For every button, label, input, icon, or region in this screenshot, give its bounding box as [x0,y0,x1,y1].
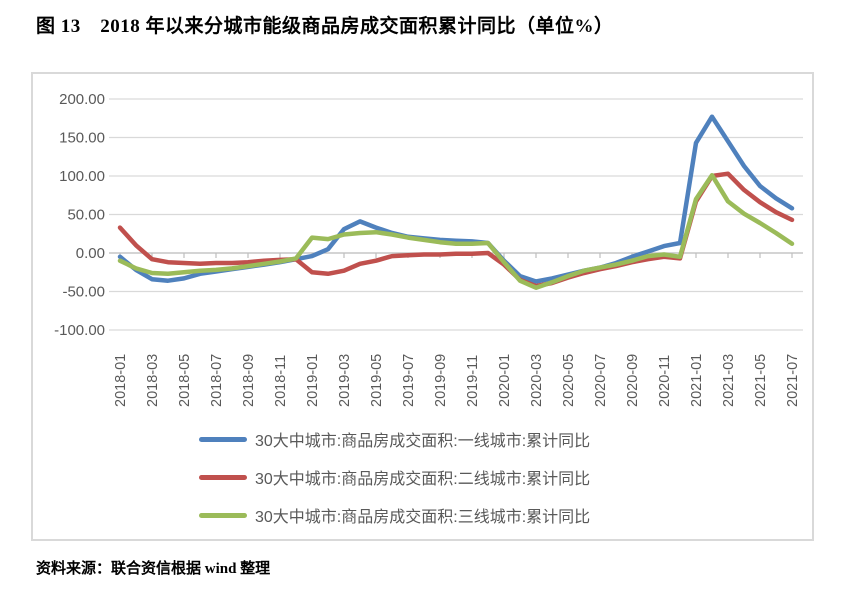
x-axis-tick-label: 2020-11 [657,355,673,407]
legend-line-swatch-third-tier [199,512,247,518]
series-line-first-tier [117,114,795,284]
y-axis-tick-label: 0.00 [76,245,105,262]
legend-label-third-tier: 30大中城市:商品房成交面积:三线城市:累计同比 [255,509,591,526]
x-axis-tick-label: 2019-07 [401,354,417,407]
y-axis-tick-label: 200.00 [59,91,105,108]
chart-area: 200.00 150.00 100.00 50.00 0.00 -50.00 -100.00… [31,72,814,541]
chart-legend: 30大中城市:商品房成交面积:一线城市:累计同比 30大中城市:商品房成交面积:二… [199,427,590,541]
x-axis-tick-label: 2018-11 [273,355,289,407]
y-axis-tick-label: 50.00 [67,207,105,224]
y-axis-tick-label: 150.00 [59,130,105,147]
legend-label-first-tier: 30大中城市:商品房成交面积:一线城市:累计同比 [255,433,591,450]
x-axis-tick-label: 2020-07 [593,354,609,407]
x-axis-tick-label: 2019-03 [337,354,353,407]
x-axis-tick-label: 2019-01 [305,354,321,407]
x-axis-tick-label: 2018-05 [177,354,193,407]
x-axis-tick-label: 2020-01 [497,354,513,407]
legend-item-first-tier: 30大中城市:商品房成交面积:一线城市:累计同比 [199,427,590,451]
x-axis-tick-label: 2019-11 [465,355,481,407]
y-axis-tick-label: 100.00 [59,168,105,185]
y-axis-tick-label: -50.00 [62,284,105,301]
x-axis-tick-label: 2021-01 [689,354,705,407]
series-line-third-tier [117,172,795,290]
source-note: 资料来源：联合资信根据 wind 整理 [36,561,271,577]
x-axis-tick-label: 2019-05 [369,354,385,407]
legend-line-swatch-first-tier [199,436,247,442]
x-axis-tick-label: 2020-09 [625,354,641,407]
x-axis-tick-label: 2020-03 [529,354,545,407]
line-chart: 200.00 150.00 100.00 50.00 0.00 -50.00 -100.00… [54,91,803,407]
legend-label-second-tier: 30大中城市:商品房成交面积:二线城市:累计同比 [255,471,591,488]
legend-line-swatch-second-tier [199,474,247,480]
x-axis-tick-label: 2020-05 [561,354,577,407]
x-axis-tick-label: 2021-07 [785,354,801,407]
y-axis-tick-label: -100.00 [54,322,105,339]
x-axis-tick-label: 2021-03 [721,354,737,407]
x-axis-tick-label: 2018-07 [209,354,225,407]
figure-title: 图 13 2018 年以来分城市能级商品房成交面积累计同比（单位%） [36,16,614,37]
legend-item-third-tier: 30大中城市:商品房成交面积:三线城市:累计同比 [199,503,590,527]
x-axis-tick-label: 2018-03 [145,354,161,407]
x-axis-tick-label: 2021-05 [753,354,769,407]
legend-item-second-tier: 30大中城市:商品房成交面积:二线城市:累计同比 [199,465,590,489]
x-axis-tick-label: 2018-01 [113,354,129,407]
x-axis-tick-label: 2019-09 [433,354,449,407]
x-axis-tick-label: 2018-09 [241,354,257,407]
